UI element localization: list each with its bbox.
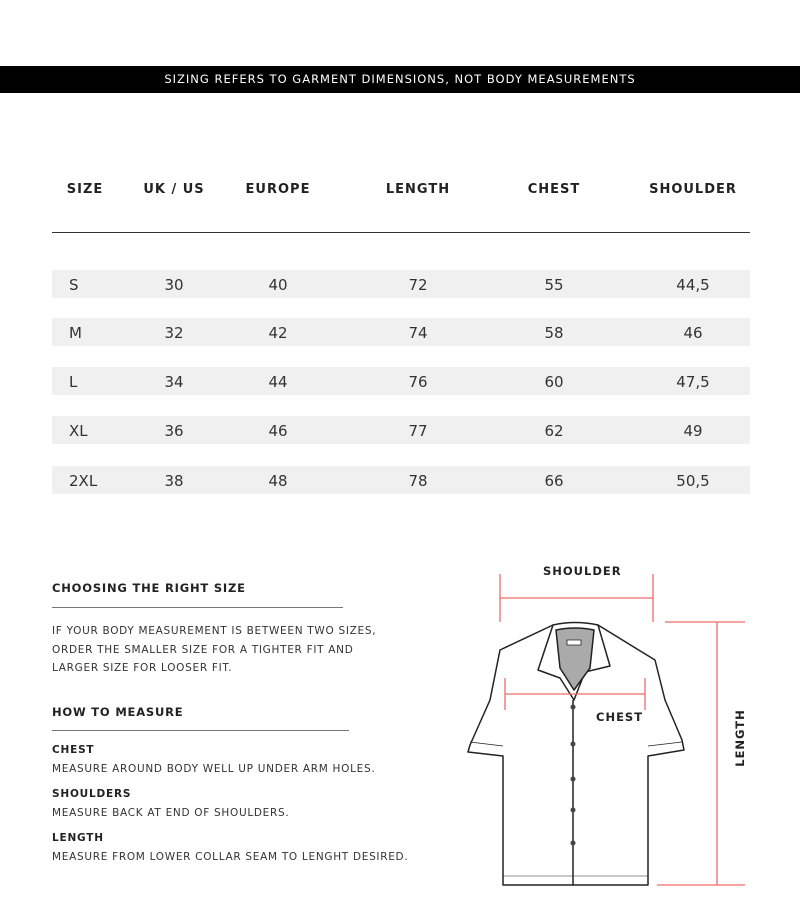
shoulder-label: SHOULDER: [543, 564, 622, 578]
text-line: IF YOUR BODY MEASUREMENT IS BETWEEN TWO …: [52, 625, 377, 637]
table-cell: 62: [544, 422, 564, 440]
table-cell: 58: [544, 324, 564, 342]
table-cell: 46: [683, 324, 703, 342]
divider: [52, 607, 343, 608]
header-europe: EUROPE: [245, 182, 311, 197]
table-cell: 50,5: [676, 472, 710, 490]
table-cell: 77: [408, 422, 428, 440]
table-cell: 2XL: [69, 472, 98, 490]
shoulders-label: SHOULDERS: [52, 788, 132, 800]
table-cell: 48: [268, 472, 288, 490]
table-cell: 44: [268, 373, 288, 391]
table-cell: 32: [164, 324, 184, 342]
divider: [52, 730, 349, 731]
shirt-illustration: [467, 621, 685, 886]
table-row: XL 36 46 77 62 49: [52, 416, 750, 444]
table-cell: 74: [408, 324, 428, 342]
table-cell: 78: [408, 472, 428, 490]
table-cell: M: [69, 324, 82, 342]
measurement-lines: [499, 574, 745, 886]
header-chest: CHEST: [527, 182, 581, 197]
table-cell: 30: [164, 276, 184, 294]
table-cell: L: [69, 373, 78, 391]
shoulders-text: MEASURE BACK AT END OF SHOULDERS.: [52, 807, 290, 819]
text-line: LARGER SIZE FOR LOOSER FIT.: [52, 662, 233, 674]
table-cell: 46: [268, 422, 288, 440]
choosing-text: IF YOUR BODY MEASUREMENT IS BETWEEN TWO …: [52, 622, 376, 678]
table-cell: 38: [164, 472, 184, 490]
table-row: L 34 44 76 60 47,5: [52, 367, 750, 395]
table-cell: 66: [544, 472, 564, 490]
table-cell: XL: [69, 422, 88, 440]
table-cell: 47,5: [676, 373, 710, 391]
table-cell: 40: [268, 276, 288, 294]
table-cell: 76: [408, 373, 428, 391]
table-cell: 55: [544, 276, 564, 294]
header-length: LENGTH: [385, 182, 451, 197]
sizing-banner: SIZING REFERS TO GARMENT DIMENSIONS, NOT…: [0, 66, 800, 93]
table-cell: 49: [683, 422, 703, 440]
chest-text: MEASURE AROUND BODY WELL UP UNDER ARM HO…: [52, 763, 376, 775]
header-divider: [52, 232, 750, 233]
table-cell: 36: [164, 422, 184, 440]
table-cell: 60: [544, 373, 564, 391]
length-diagram-label: LENGTH: [732, 709, 747, 767]
length-text: MEASURE FROM LOWER COLLAR SEAM TO LENGHT…: [52, 851, 409, 863]
length-label: LENGTH: [52, 832, 104, 844]
header-uk-us: UK / US: [143, 182, 205, 197]
text-line: ORDER THE SMALLER SIZE FOR A TIGHTER FIT…: [52, 643, 354, 656]
table-cell: 42: [268, 324, 288, 342]
measure-title: HOW TO MEASURE: [52, 705, 184, 719]
choosing-title: CHOOSING THE RIGHT SIZE: [52, 581, 246, 595]
table-row: 2XL 38 48 78 66 50,5: [52, 466, 750, 494]
chest-diagram-label: CHEST: [596, 710, 644, 724]
table-row: M 32 42 74 58 46: [52, 318, 750, 346]
header-shoulder: SHOULDER: [649, 182, 737, 197]
table-row: S 30 40 72 55 44,5: [52, 270, 750, 298]
table-cell: 34: [164, 373, 184, 391]
header-size: SIZE: [66, 182, 104, 197]
table-cell: S: [69, 276, 79, 294]
table-cell: 72: [408, 276, 428, 294]
table-cell: 44,5: [676, 276, 710, 294]
chest-label: CHEST: [52, 744, 95, 756]
